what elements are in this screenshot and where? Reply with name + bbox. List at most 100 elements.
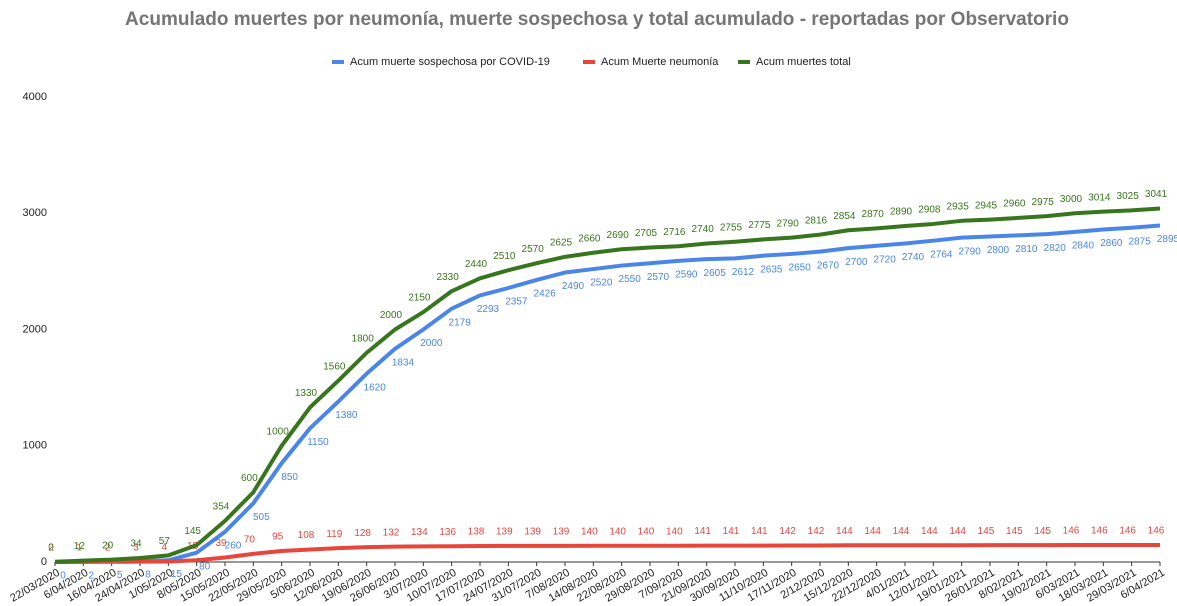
data-label: 2590 — [675, 270, 698, 281]
data-label: 1834 — [392, 357, 415, 368]
data-label: 5 — [117, 570, 123, 581]
data-label: 95 — [272, 532, 284, 543]
data-label: 2740 — [902, 252, 925, 263]
data-label: 1620 — [364, 382, 387, 393]
data-label: 1380 — [335, 410, 358, 421]
data-label: 0 — [60, 571, 66, 582]
data-label: 600 — [241, 473, 258, 484]
data-label: 2890 — [890, 207, 913, 218]
data-label: 2570 — [522, 244, 545, 255]
data-label: 2612 — [732, 267, 755, 278]
data-label: 2 — [48, 542, 54, 553]
data-label: 139 — [524, 526, 541, 537]
data-label: 2520 — [590, 278, 613, 289]
data-label: 142 — [779, 526, 796, 537]
data-label: 2625 — [550, 237, 573, 248]
data-label: 144 — [864, 526, 881, 537]
data-label: 3041 — [1145, 189, 1168, 200]
data-label: 2635 — [760, 264, 783, 275]
data-label: 3014 — [1088, 192, 1111, 203]
series-line — [54, 206, 1161, 564]
data-label: 2440 — [465, 259, 488, 270]
data-label: 2908 — [918, 205, 941, 216]
data-label: 146 — [1148, 526, 1165, 537]
data-label: 2357 — [505, 297, 528, 308]
data-label: 3025 — [1117, 191, 1140, 202]
y-tick-label: 3000 — [23, 207, 47, 219]
data-label: 132 — [383, 527, 400, 538]
data-label: 144 — [949, 526, 966, 537]
data-label: 2490 — [562, 281, 585, 292]
data-label: 57 — [159, 536, 171, 547]
data-label: 0 — [48, 543, 54, 554]
data-label: 2510 — [493, 251, 516, 262]
data-label: 140 — [609, 526, 626, 537]
data-label: 1 — [77, 543, 83, 554]
data-label: 142 — [808, 526, 825, 537]
data-label: 2670 — [817, 260, 840, 271]
data-label: 141 — [723, 526, 740, 537]
data-label: 2755 — [720, 222, 743, 233]
data-label: 2935 — [947, 201, 970, 212]
data-label: 2975 — [1032, 197, 1055, 208]
data-label: 2650 — [789, 263, 812, 274]
data-label: 2720 — [874, 254, 897, 265]
data-label: 128 — [354, 528, 371, 539]
data-label: 2660 — [578, 233, 601, 244]
data-label: 2293 — [477, 304, 500, 315]
data-label: 2716 — [663, 227, 686, 238]
data-label: 1560 — [323, 361, 346, 372]
data-label: 39 — [215, 538, 227, 549]
data-label: 141 — [751, 526, 768, 537]
data-label: 2960 — [1003, 199, 1026, 210]
data-label: 1150 — [307, 437, 329, 448]
data-label: 12 — [74, 541, 86, 552]
legend-label: Acum muerte sospechosa por COVID-19 — [350, 56, 550, 68]
data-label: 2 — [89, 570, 95, 581]
data-label: 2810 — [1015, 244, 1038, 255]
data-label: 354 — [213, 501, 230, 512]
data-label: 2820 — [1044, 243, 1067, 254]
chart-title: Acumulado muertes por neumonía, muerte s… — [125, 9, 1069, 30]
data-label: 2840 — [1072, 240, 1095, 251]
series-line — [54, 223, 1161, 564]
data-label: 2816 — [805, 215, 828, 226]
data-label: 2426 — [534, 289, 557, 300]
data-label: 2870 — [862, 209, 885, 220]
data-label: 2570 — [647, 272, 670, 283]
data-label: 145 — [1006, 526, 1023, 537]
data-label: 2764 — [930, 249, 953, 260]
data-label: 1800 — [352, 333, 375, 344]
data-label: 144 — [836, 526, 853, 537]
data-label: 20 — [102, 540, 114, 551]
y-tick-label: 4000 — [23, 91, 47, 103]
data-label: 139 — [496, 526, 513, 537]
data-label: 8 — [145, 570, 151, 581]
data-label: 2790 — [777, 218, 800, 229]
data-label: 80 — [199, 561, 211, 572]
data-label: 2895 — [1157, 234, 1177, 245]
data-label: 146 — [1119, 526, 1136, 537]
data-label: 3 — [133, 542, 139, 553]
data-label: 2854 — [833, 211, 856, 222]
y-tick-label: 0 — [41, 556, 47, 568]
y-tick-label: 2000 — [23, 323, 47, 335]
data-label: 141 — [694, 526, 711, 537]
data-label: 108 — [298, 530, 315, 541]
data-label: 119 — [326, 529, 342, 540]
data-label: 2605 — [704, 268, 727, 279]
data-label: 146 — [1063, 526, 1080, 537]
data-label: 2700 — [845, 257, 868, 268]
data-label: 144 — [893, 526, 910, 537]
data-label: 2150 — [408, 293, 431, 304]
data-label: 136 — [439, 527, 456, 538]
data-label: 2775 — [748, 220, 771, 231]
data-label: 1330 — [295, 388, 318, 399]
data-label: 140 — [638, 526, 655, 537]
y-tick-label: 1000 — [23, 440, 47, 452]
data-label: 145 — [1034, 526, 1051, 537]
legend-label: Acum Muerte neumonía — [601, 56, 719, 68]
data-label: 34 — [130, 539, 142, 550]
data-label: 2860 — [1100, 238, 1123, 249]
